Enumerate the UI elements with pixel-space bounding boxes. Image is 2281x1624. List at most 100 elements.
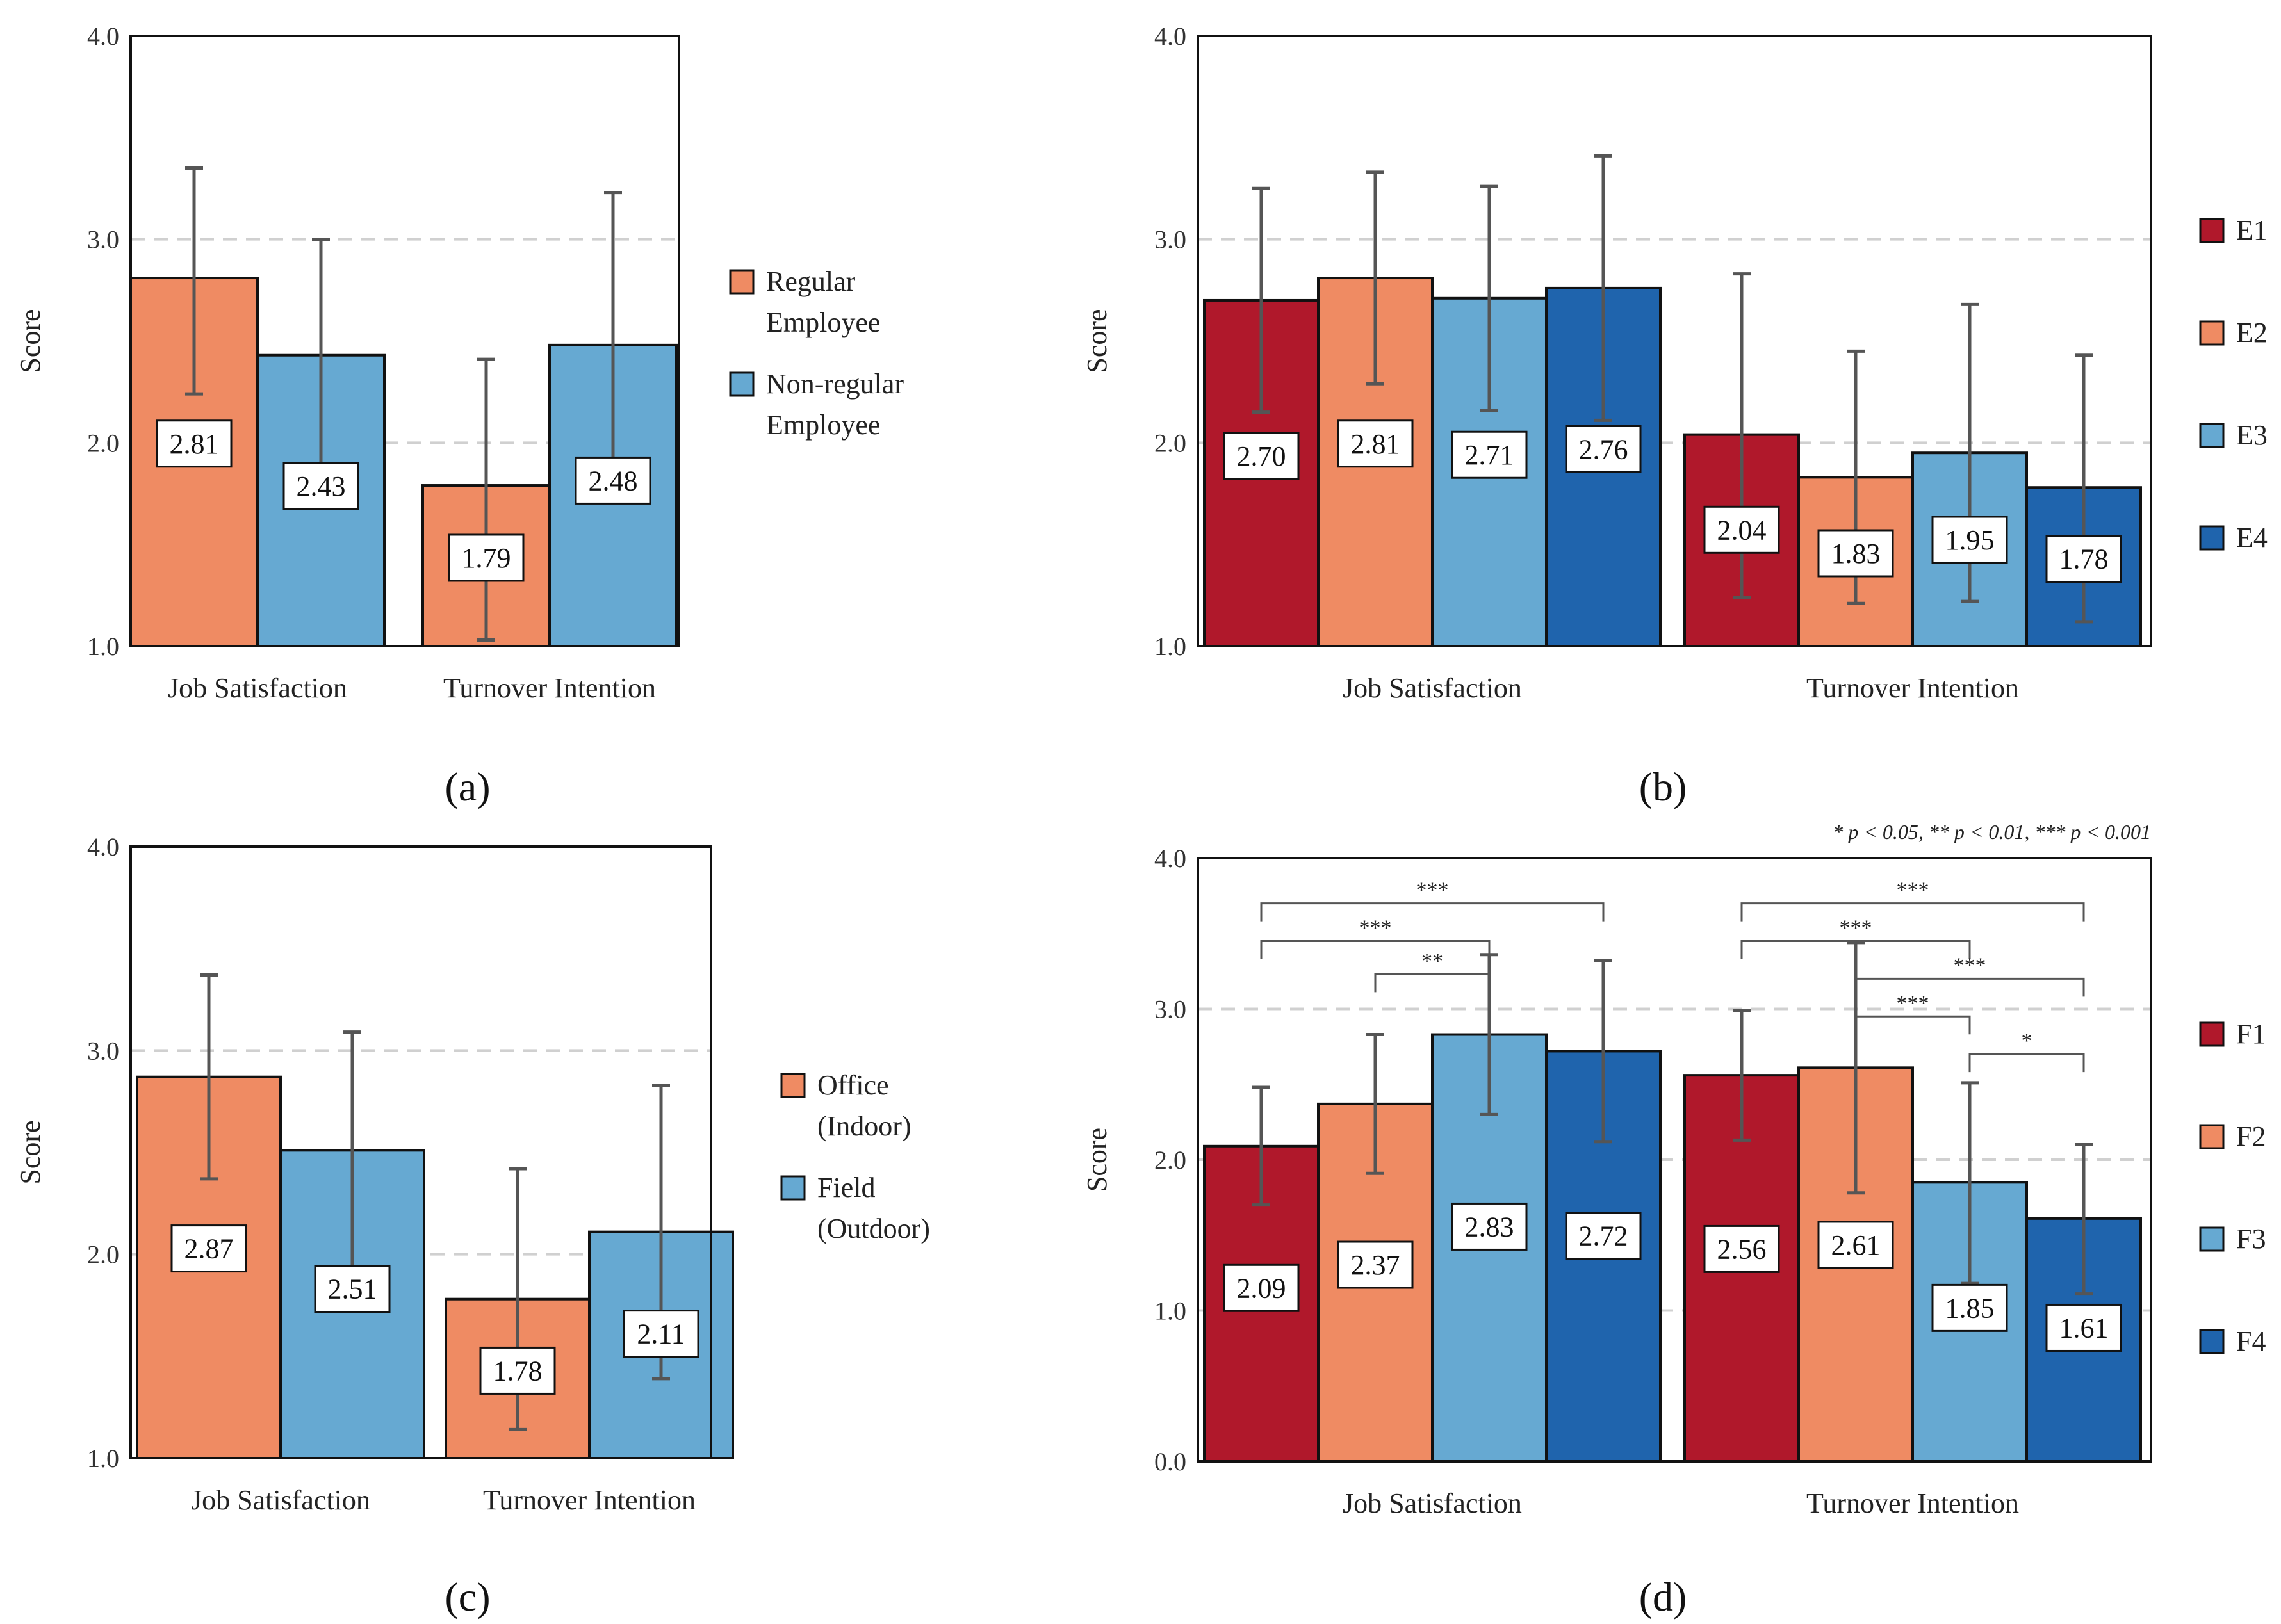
legend-label: F1	[2236, 1018, 2266, 1050]
data-label: 1.61	[2059, 1312, 2109, 1344]
y-tick-label: 4.0	[87, 832, 119, 861]
data-label-box	[2045, 1303, 2122, 1352]
chart-panel-b: 1.0 2.0 3.0 4.0 Score 2.70 2.81 2.71 2.76 Job Sat…	[1081, 22, 2268, 809]
legend-label: Office	[817, 1069, 889, 1101]
data-label: 1.78	[2059, 544, 2109, 575]
y-axis-title: Score	[1081, 309, 1113, 373]
data-label-box	[1565, 1212, 1642, 1260]
legend-swatch	[2199, 423, 2225, 448]
legend-label: F3	[2236, 1223, 2266, 1255]
data-label: 2.37	[1351, 1249, 1400, 1281]
y-tick-label: 0.0	[1154, 1447, 1186, 1476]
data-label-box	[314, 1265, 391, 1313]
panel-label: (d)	[1639, 1574, 1687, 1620]
chart-panel-c: 1.0 2.0 3.0 4.0 Score 2.87 2.51 Job Satisfactio…	[15, 832, 930, 1620]
significance-bracket	[1740, 940, 1971, 959]
data-label-box	[1337, 419, 1414, 468]
data-label-box	[282, 462, 359, 510]
y-tick-label: 1.0	[87, 1444, 119, 1473]
chart-panel-d: 0.0 1.0 2.0 3.0 4.0 Score 2.09 2.37 2.83 2.72 Job …	[1081, 820, 2266, 1620]
y-tick-label: 4.0	[87, 22, 119, 51]
plot-frame	[129, 35, 680, 647]
x-tick-label: Turnover Intention	[483, 1484, 696, 1516]
data-label-box	[1337, 1240, 1414, 1289]
data-label-box	[1931, 516, 2008, 564]
legend-label: E2	[2236, 317, 2268, 348]
y-axis-title: Score	[15, 1120, 46, 1184]
legend-label: E3	[2236, 419, 2268, 451]
significance-bracket	[1968, 1053, 2085, 1073]
legend-swatch	[2199, 218, 2225, 243]
significance-stars: ***	[1840, 916, 1872, 940]
legend: Regular Employee Non-regular Employee	[729, 266, 904, 441]
significance-stars: ***	[1897, 991, 1929, 1015]
significance-stars: *	[2022, 1029, 2032, 1053]
legend-label: Regular	[766, 266, 856, 297]
data-label-box	[156, 419, 233, 468]
significance-bracket	[1260, 902, 1605, 922]
data-label-box	[1451, 430, 1528, 479]
legend-swatch	[729, 371, 755, 397]
legend-label: Field	[817, 1172, 875, 1203]
data-label: 1.83	[1831, 538, 1881, 569]
data-label: 2.76	[1579, 434, 1628, 465]
data-label: 2.43	[297, 471, 346, 502]
panel-label: (a)	[445, 764, 490, 809]
y-tick-label: 1.0	[87, 632, 119, 661]
data-label-box	[1703, 1224, 1780, 1273]
x-tick-label: Job Satisfaction	[1343, 1488, 1522, 1519]
x-tick-label: Job Satisfaction	[168, 672, 347, 704]
data-label-box	[1223, 432, 1300, 480]
legend: Office (Indoor) Field (Outdoor)	[780, 1069, 930, 1244]
data-label-box	[1565, 425, 1642, 473]
y-tick-label: 2.0	[1154, 428, 1186, 457]
significance-stars: ***	[1359, 916, 1392, 940]
significance-stars: ***	[1954, 954, 1986, 977]
legend-swatch	[780, 1073, 806, 1098]
data-label: 2.83	[1465, 1211, 1514, 1242]
y-tick-label: 4.0	[1154, 844, 1186, 873]
data-label: 1.85	[1945, 1292, 1995, 1324]
data-label-box	[1703, 505, 1780, 554]
plot-frame	[129, 845, 712, 1459]
data-label: 2.04	[1717, 514, 1767, 546]
legend-swatch	[780, 1175, 806, 1201]
y-tick-label: 1.0	[1154, 1297, 1186, 1326]
significance-bracket	[1374, 973, 1491, 993]
data-label: 2.09	[1237, 1272, 1286, 1304]
legend-label: (Outdoor)	[817, 1213, 930, 1244]
significance-stars: ***	[1416, 879, 1449, 902]
legend: F1 F2 F3 F4	[2199, 1018, 2266, 1357]
y-axis-title: Score	[1081, 1128, 1113, 1192]
data-label: 1.95	[1945, 524, 1995, 556]
x-tick-label: Job Satisfaction	[191, 1484, 370, 1516]
legend-swatch	[2199, 1021, 2225, 1047]
legend-label: (Indoor)	[817, 1110, 912, 1142]
y-tick-label: 2.0	[87, 1240, 119, 1269]
legend-swatch	[2199, 1124, 2225, 1149]
y-tick-label: 2.0	[1154, 1146, 1186, 1174]
data-label-box	[2045, 535, 2122, 583]
data-label-box	[1223, 1263, 1300, 1312]
y-tick-label: 3.0	[87, 225, 119, 254]
legend-label: Employee	[766, 409, 880, 441]
significance-stars: ***	[1897, 879, 1929, 902]
data-label: 1.79	[462, 542, 511, 574]
legend-swatch	[2199, 1329, 2225, 1354]
significance-bracket	[1854, 977, 2085, 997]
data-label-box	[170, 1224, 247, 1273]
plot-frame	[1197, 35, 2152, 647]
chart-panel-a: 1.0 2.0 3.0 4.0 Score 2.81 2.43 Job Satisfactio…	[15, 22, 904, 809]
data-label-box	[479, 1346, 556, 1395]
legend-swatch	[2199, 525, 2225, 551]
significance-bracket	[1740, 902, 2085, 922]
legend-swatch	[2199, 320, 2225, 346]
y-tick-label: 2.0	[87, 428, 119, 457]
significance-bracket	[1854, 1015, 1971, 1035]
legend: E1 E2 E3 E4	[2199, 215, 2268, 553]
data-label-box	[575, 456, 651, 505]
data-label-box	[1931, 1283, 2008, 1332]
data-label: 2.70	[1237, 441, 1286, 472]
data-label: 2.72	[1579, 1221, 1628, 1252]
